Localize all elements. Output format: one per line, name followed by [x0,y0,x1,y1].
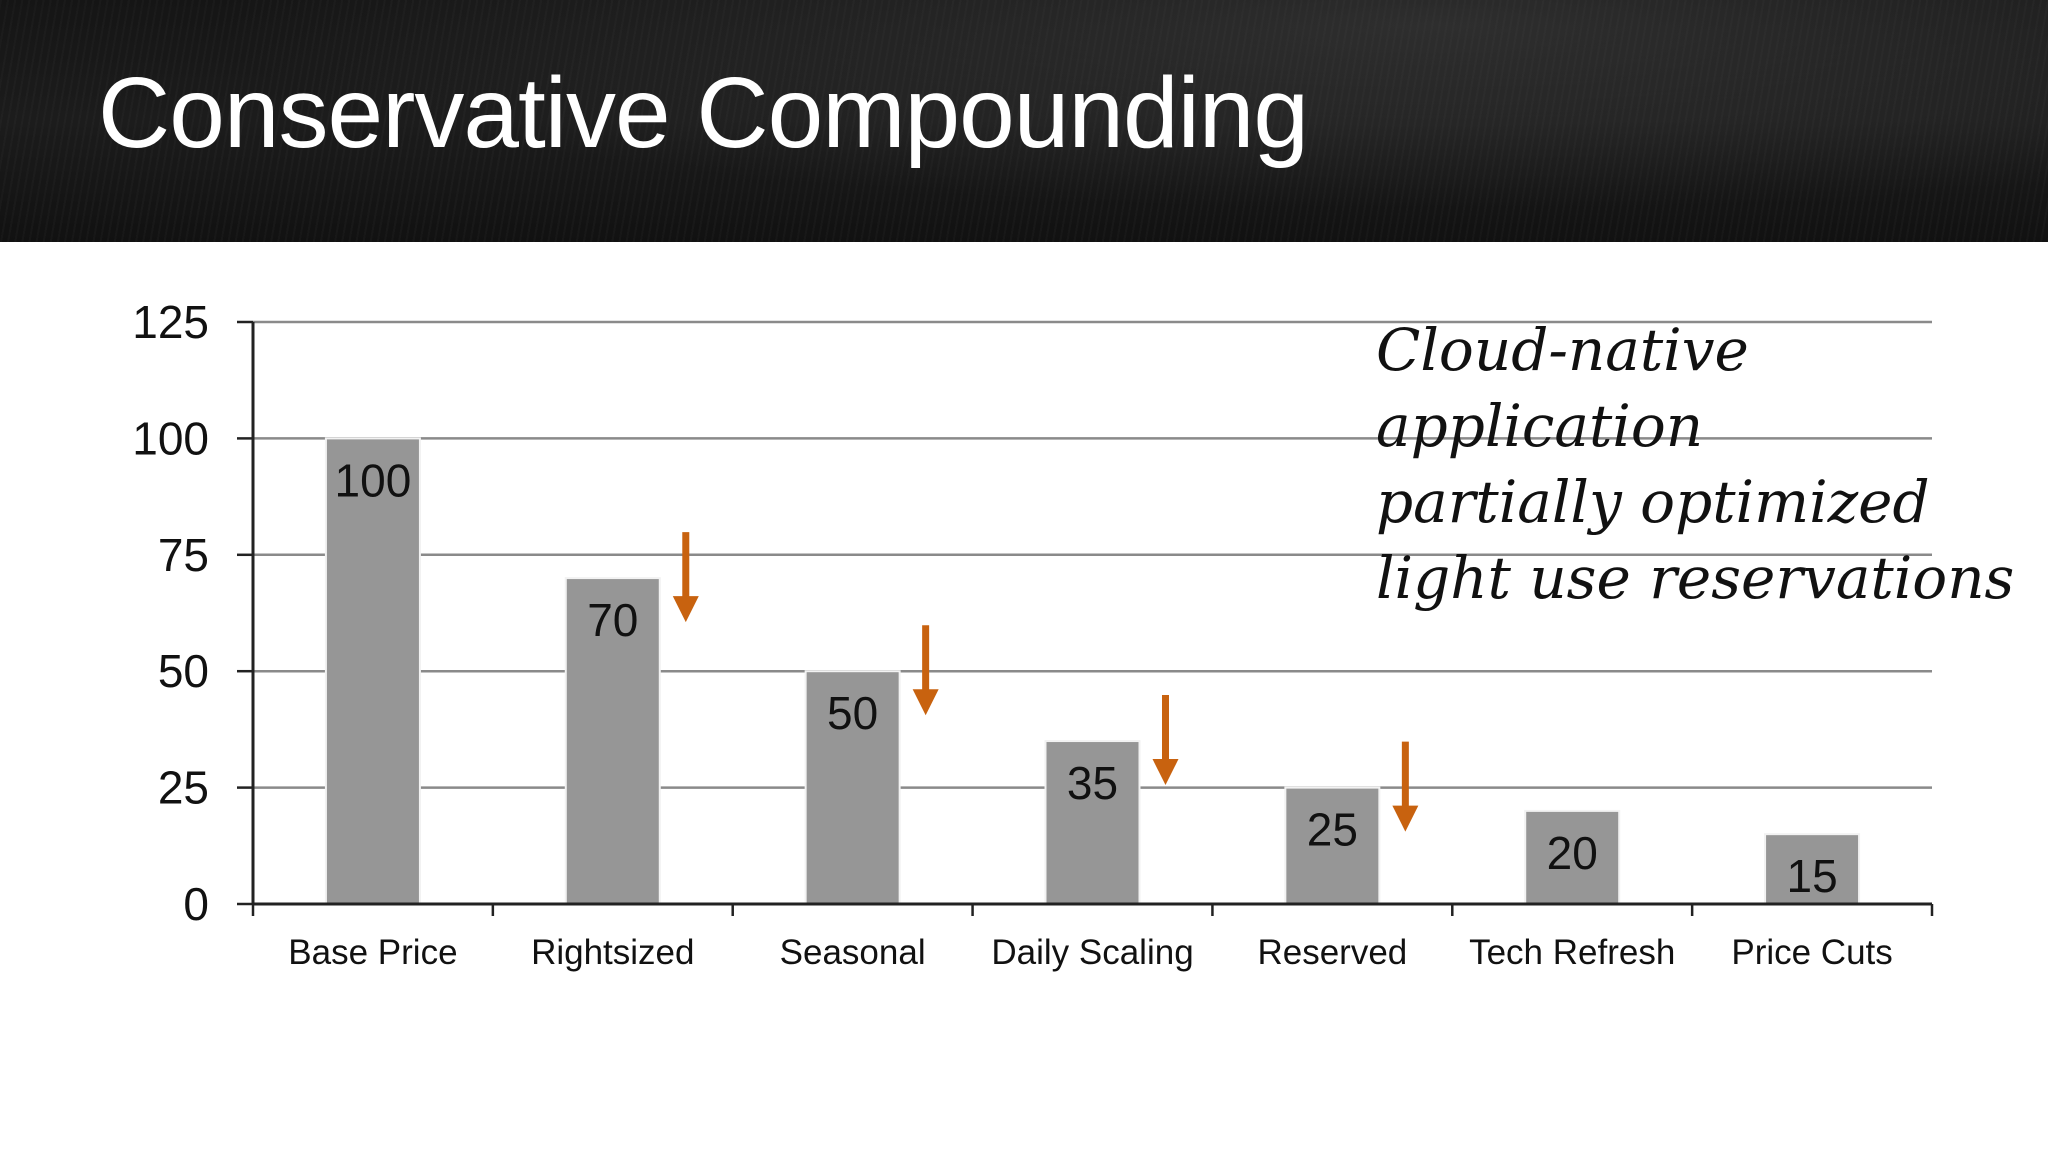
down-arrow-icon [1152,695,1179,786]
bar [804,670,901,906]
bar [1524,809,1621,906]
bar [564,577,661,906]
annotation-line: application [1376,392,1704,460]
down-arrow-head [912,689,939,716]
category-label: Reserved [1257,933,1407,972]
bars [324,437,1861,906]
bar [324,437,421,905]
annotation-line: Cloud-native [1376,316,1749,384]
y-tick-label: 50 [158,645,209,697]
down-arrow-icon [672,532,699,623]
y-tick-label: 0 [183,878,209,930]
category-label: Seasonal [780,933,926,972]
title-band [0,0,2048,242]
data-label: 20 [1547,827,1598,879]
down-arrow-head [1392,805,1419,832]
down-arrow-icon [1392,741,1419,832]
category-label: Tech Refresh [1469,933,1675,972]
data-label: 50 [827,687,878,739]
down-arrow-head [672,596,699,623]
category-label: Price Cuts [1731,933,1892,972]
category-label: Rightsized [531,933,694,972]
bar [1044,740,1141,905]
bar [1764,833,1861,905]
axes [237,320,1934,916]
data-label: 70 [587,594,638,646]
labels: 0 25 50 75 100 125 100 Base Price 70 Rightsized 50… [132,296,1893,972]
bar [1284,786,1381,905]
y-tick-label: 25 [158,762,209,814]
slide-title: Conservative Compounding [98,57,1309,169]
annotation-text: Cloud-native application partially optim… [1376,312,2016,616]
annotation-arrows [672,532,1419,832]
category-label: Daily Scaling [991,933,1193,972]
down-arrow-head [1152,759,1179,786]
y-tick-label: 75 [158,529,209,581]
down-arrow-icon [912,625,939,716]
data-label: 15 [1786,850,1837,902]
data-label: 35 [1067,757,1118,809]
y-tick-label: 100 [132,412,209,464]
annotation-line: partially optimized [1376,468,1930,536]
y-tick-label: 125 [132,296,209,348]
category-label: Base Price [288,933,457,972]
data-label: 100 [335,454,412,506]
data-label: 25 [1307,804,1358,856]
annotation-line: light use reservations [1376,544,2015,612]
